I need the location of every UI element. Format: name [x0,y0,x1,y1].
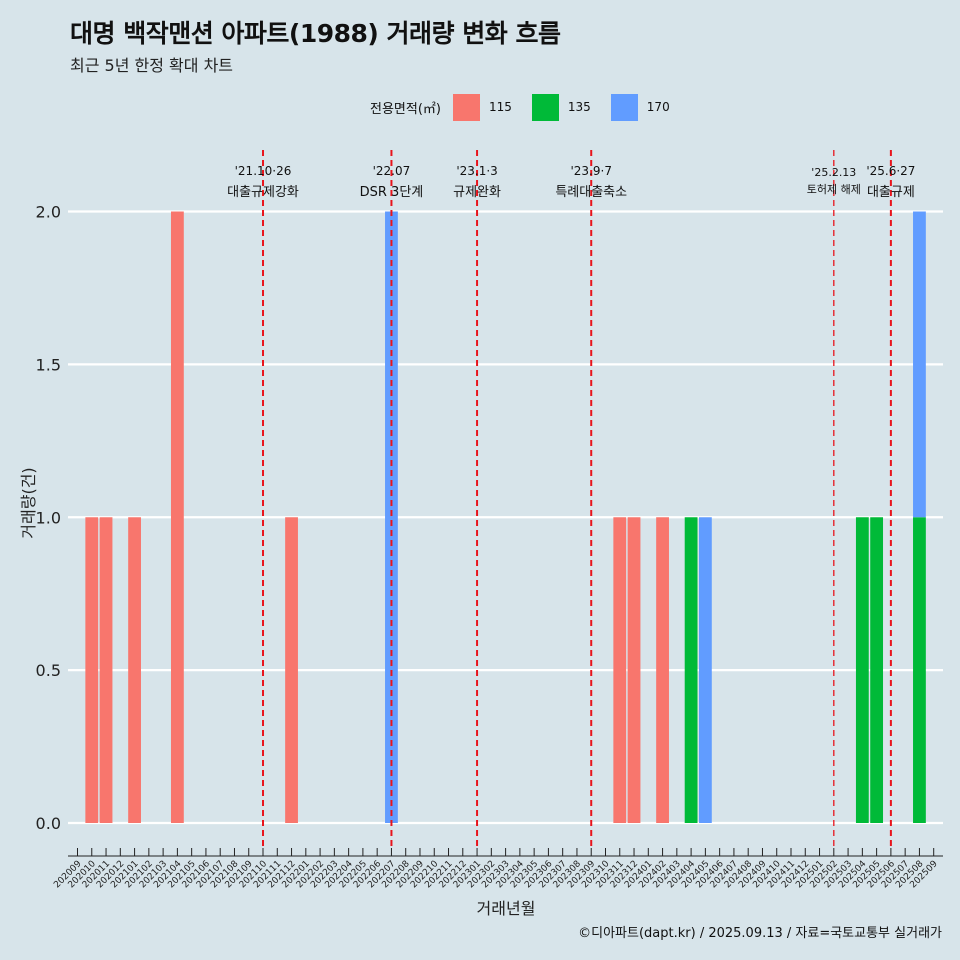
bar-115-202101 [128,517,141,823]
event-desc-label: 규제완화 [453,185,501,200]
bar-115-202010 [85,517,99,823]
bar-115-202312 [627,517,641,823]
legend-swatch-170 [610,93,638,121]
legend-item-170: 170 [610,93,670,121]
event-desc-label: DSR 3단계 [360,185,424,200]
event-date-label: '22.07 [373,164,411,178]
bar-135-202508 [913,517,926,823]
x-axis-title: 거래년월 [477,899,536,918]
bar-135-202505 [870,517,884,823]
event-desc-label: 대출규제 [867,185,915,200]
event-date-label: '23.1·3 [456,164,497,178]
bar-115-202311 [613,517,627,823]
y-tick-label: 1.0 [36,508,61,527]
legend-label-170: 170 [646,100,670,114]
legend-title: 전용면적(㎡) [370,101,441,117]
chart-title: 대명 백작맨션 아파트(1988) 거래량 변화 흐름 [70,19,561,48]
event-date-label: '23.9·7 [570,164,611,178]
legend-swatch-135 [531,93,559,121]
bar-115-202011 [99,517,113,823]
y-tick-label: 0.5 [36,661,61,680]
legend-item-135: 135 [531,93,603,121]
chart-subtitle: 최근 5년 한정 확대 차트 [70,56,234,75]
bar-135-202504 [855,517,869,823]
legend: 전용면적(㎡) 115 135 170 [370,93,678,121]
legend-label-115: 115 [488,100,512,114]
bar-135-202404 [684,517,698,823]
bar-170-202405 [698,517,712,823]
bar-115-202104 [170,211,184,823]
y-tick-label: 2.0 [36,203,61,222]
legend-item-115: 115 [452,93,524,121]
event-date-label: '21.10·26 [235,164,292,178]
event-date-label: '25.6·27 [866,164,915,178]
event-desc-label: 특례대출축소 [555,185,627,200]
y-tick-label: 0.0 [36,814,61,833]
bar-115-202402 [656,517,669,823]
y-tick-label: 1.5 [36,355,61,374]
event-date-label: '25.2.13 [811,166,856,179]
legend-label-135: 135 [567,100,591,114]
event-desc-label: 대출규제강화 [227,185,299,200]
bar-115-202112 [285,517,298,823]
event-desc-label: 토허제 해제 [807,182,861,196]
bar-170-202207 [385,211,398,823]
bar-170-202508 [913,211,926,518]
legend-swatch-115 [452,93,480,121]
source-caption: ©디아파트(dapt.kr) / 2025.09.13 / 자료=국토교통부 실… [578,926,942,941]
y-axis-title: 거래량(건) [19,467,38,538]
